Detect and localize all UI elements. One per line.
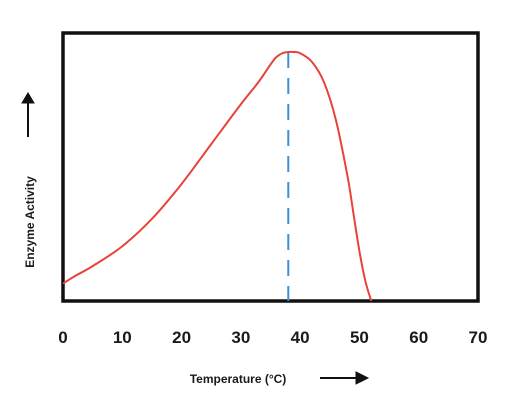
plot-frame xyxy=(61,31,480,303)
x-tick-label-40: 40 xyxy=(291,328,310,347)
x-axis-ticks: 0 10 20 30 40 50 60 70 xyxy=(58,328,487,347)
x-tick-label-70: 70 xyxy=(469,328,488,347)
x-tick-label-60: 60 xyxy=(409,328,428,347)
x-tick-label-30: 30 xyxy=(231,328,250,347)
x-tick-label-50: 50 xyxy=(350,328,369,347)
x-tick-label-10: 10 xyxy=(113,328,132,347)
x-tick-label-0: 0 xyxy=(58,328,67,347)
y-axis-label: Enzyme Activity xyxy=(23,176,37,268)
y-direction-arrow xyxy=(21,92,35,137)
activity-curve xyxy=(62,50,373,302)
x-tick-label-20: 20 xyxy=(172,328,191,347)
x-axis-label: Temperature (°C) xyxy=(190,372,287,386)
x-direction-arrow xyxy=(320,371,370,385)
